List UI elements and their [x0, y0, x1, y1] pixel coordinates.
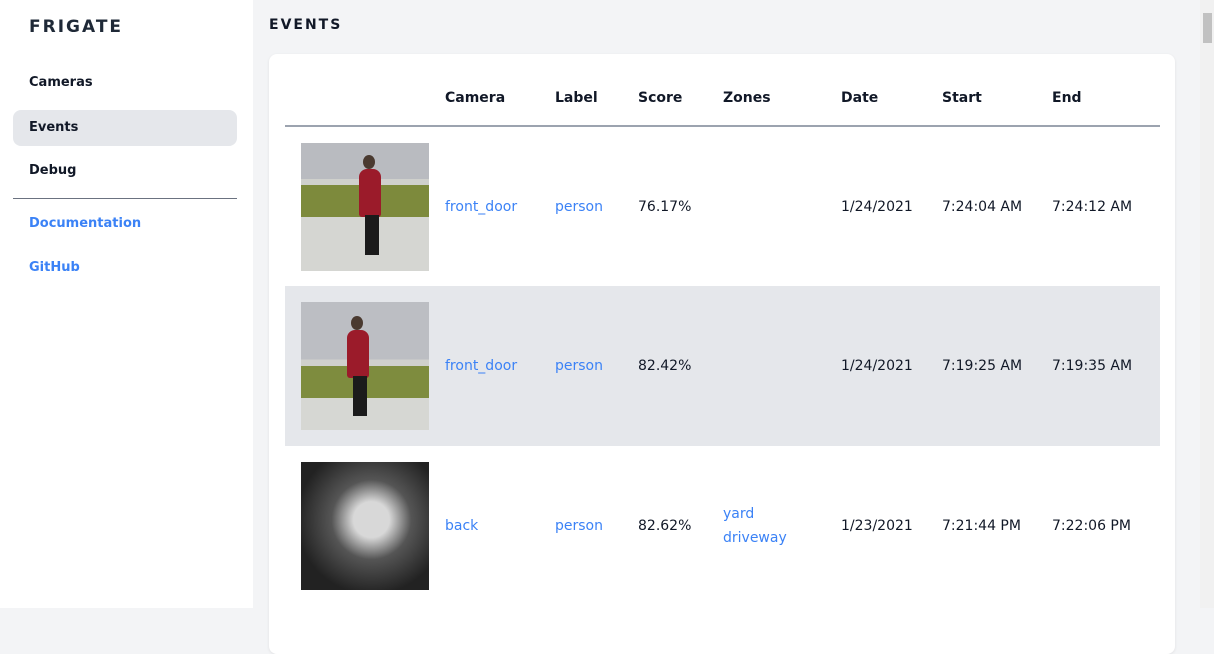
col-thumbnail	[285, 54, 445, 127]
zone-link[interactable]: yard	[723, 506, 755, 522]
col-start: Start	[942, 54, 1052, 127]
col-end: End	[1052, 54, 1160, 127]
sidebar: FRIGATE Cameras Events Debug Documentati…	[0, 0, 253, 608]
label-link[interactable]: person	[555, 198, 603, 215]
table-row[interactable]: front_door person 76.17% 1/24/2021 7:24:…	[285, 126, 1160, 286]
table-row[interactable]: front_door person 82.42% 1/24/2021 7:19:…	[285, 286, 1160, 446]
zones: yard driveway	[723, 446, 841, 606]
start-time: 7:21:44 PM	[942, 518, 1021, 534]
table-row[interactable]: back person 82.62% yard driveway 1/23/202…	[285, 446, 1160, 606]
sidebar-divider	[13, 198, 237, 199]
score: 82.62%	[638, 518, 692, 534]
scrollbar-thumb[interactable]	[1203, 13, 1212, 43]
sidebar-item-debug[interactable]: Debug	[29, 163, 77, 178]
date: 1/24/2021	[841, 286, 942, 446]
start-time: 7:24:04 AM	[942, 198, 1023, 215]
camera-link[interactable]: front_door	[445, 198, 518, 215]
col-label: Label	[555, 54, 638, 127]
col-score: Score	[638, 54, 723, 127]
events-table: Camera Label Score Zones Date Start End …	[285, 54, 1160, 606]
start-time: 7:19:25 AM	[942, 286, 1052, 446]
page-title: EVENTS	[269, 17, 343, 33]
label-link[interactable]: person	[555, 358, 603, 374]
col-camera: Camera	[445, 54, 555, 127]
date: 1/23/2021	[841, 518, 913, 534]
event-thumbnail[interactable]	[301, 142, 429, 271]
camera-link[interactable]: back	[445, 518, 479, 534]
sidebar-link-github[interactable]: GitHub	[29, 260, 80, 275]
label-link[interactable]: person	[555, 518, 603, 534]
sidebar-link-documentation[interactable]: Documentation	[29, 216, 142, 231]
end-time: 7:19:35 AM	[1052, 286, 1160, 446]
col-date: Date	[841, 54, 942, 127]
score: 82.42%	[638, 286, 723, 446]
events-card: Camera Label Score Zones Date Start End …	[269, 54, 1175, 654]
zones	[723, 286, 841, 446]
end-time: 7:22:06 PM	[1052, 518, 1131, 534]
camera-link[interactable]: front_door	[445, 358, 518, 374]
table-header: Camera Label Score Zones Date Start End	[285, 54, 1160, 127]
app-logo: FRIGATE	[29, 17, 124, 37]
date: 1/24/2021	[841, 198, 913, 215]
scrollbar[interactable]	[1200, 0, 1214, 608]
sidebar-item-events[interactable]: Events	[13, 110, 237, 146]
zone-link[interactable]: driveway	[723, 530, 787, 546]
sidebar-item-cameras[interactable]: Cameras	[29, 75, 93, 90]
zones	[723, 126, 841, 286]
col-zones: Zones	[723, 54, 841, 127]
event-thumbnail[interactable]	[301, 302, 429, 430]
score: 76.17%	[638, 198, 692, 215]
end-time: 7:24:12 AM	[1052, 198, 1133, 215]
event-thumbnail[interactable]	[301, 462, 429, 590]
